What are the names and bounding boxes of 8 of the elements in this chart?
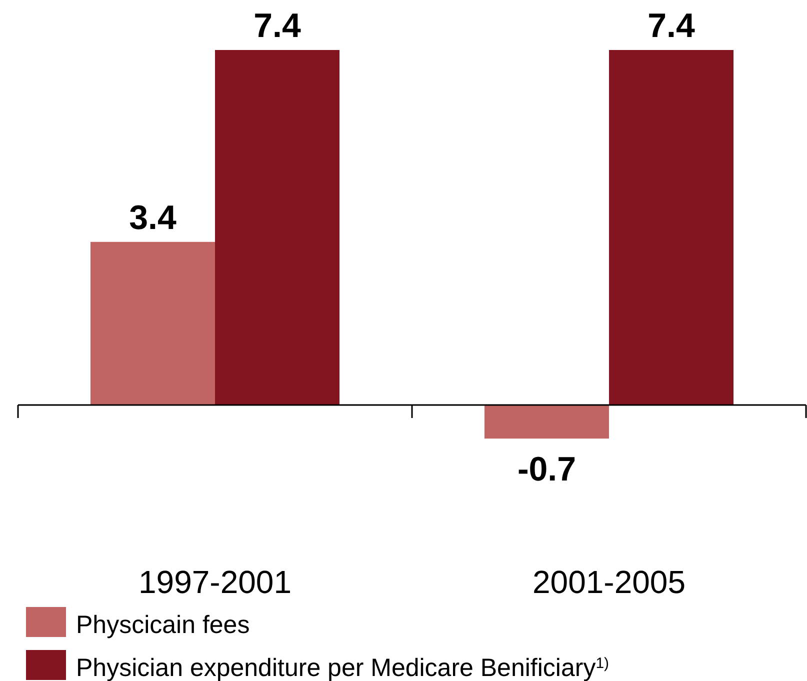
data-label: 7.4 bbox=[254, 7, 301, 45]
x-tick-label: 1997-2001 bbox=[138, 564, 292, 600]
legend-label: Physician expenditure per Medicare Benificiary$^{1)}$ bbox=[76, 654, 610, 681]
data-label: -0.7 bbox=[517, 450, 576, 489]
data-label: 7.4 bbox=[648, 7, 695, 45]
x-tick-label: 2001-2005 bbox=[532, 564, 686, 600]
legend-label: Physcicain fees bbox=[76, 611, 250, 639]
data-label: 3.4 bbox=[129, 198, 176, 237]
